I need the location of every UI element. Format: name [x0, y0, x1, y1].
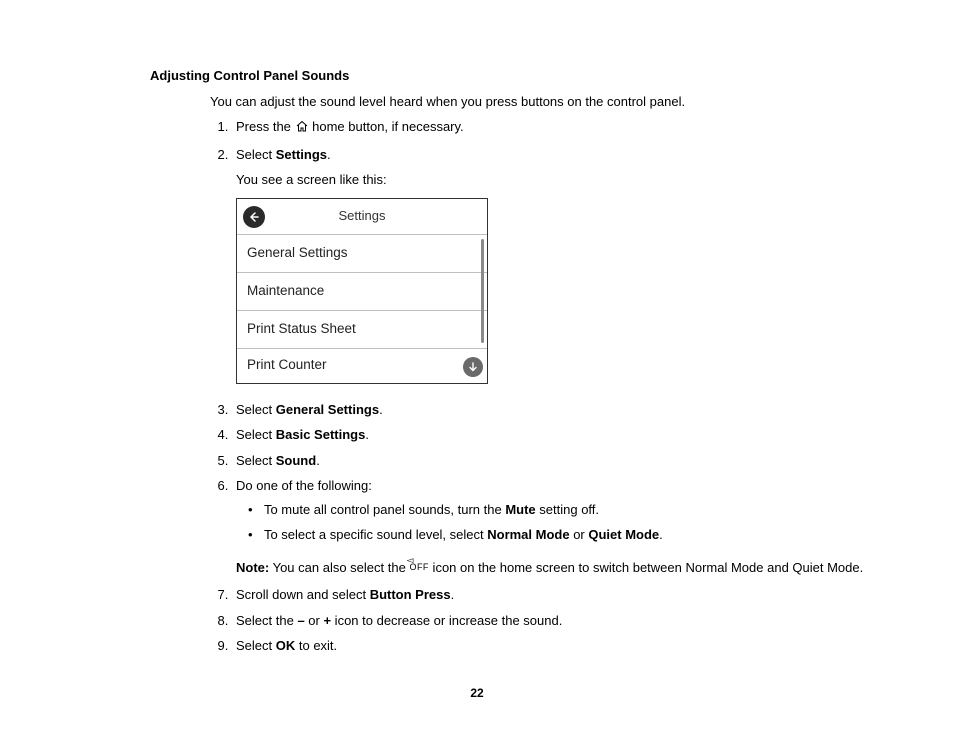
- step-7-text-b: .: [451, 587, 455, 602]
- step-7-bold: Button Press: [370, 587, 451, 602]
- content-block: You can adjust the sound level heard whe…: [150, 92, 874, 656]
- step-6: Do one of the following: To mute all con…: [232, 476, 874, 577]
- step-2: Select Settings. You see a screen like t…: [232, 145, 874, 384]
- scroll-down-icon: [463, 357, 483, 377]
- intro-text: You can adjust the sound level heard whe…: [210, 92, 874, 112]
- step-1: Press the home button, if necessary.: [232, 117, 874, 139]
- step-9-bold: OK: [276, 638, 296, 653]
- screen-title: Settings: [339, 206, 386, 226]
- home-icon: [295, 119, 309, 139]
- steps-list: Press the home button, if necessary. Sel…: [210, 117, 874, 656]
- step-1-text-a: Press the: [236, 119, 295, 134]
- note-block: Note: You can also select the ◅OFF icon …: [236, 559, 874, 578]
- bullet-mute: To mute all control panel sounds, turn t…: [248, 500, 874, 520]
- step-4-bold: Basic Settings: [276, 427, 366, 442]
- step-7: Scroll down and select Button Press.: [232, 585, 874, 605]
- step-6-text: Do one of the following:: [236, 478, 372, 493]
- step-4: Select Basic Settings.: [232, 425, 874, 445]
- step-5-text-b: .: [316, 453, 320, 468]
- step-8-text-b: icon to decrease or increase the sound.: [331, 613, 562, 628]
- quiet-mode-off-icon: ◅OFF: [409, 563, 429, 572]
- step-2-subtext: You see a screen like this:: [236, 170, 874, 190]
- step-9-text-a: Select: [236, 638, 276, 653]
- menu-item-print-status: Print Status Sheet: [237, 311, 487, 349]
- note-label: Note:: [236, 560, 269, 575]
- step-7-text-a: Scroll down and select: [236, 587, 370, 602]
- step-5-bold: Sound: [276, 453, 316, 468]
- step-8-text-a: Select the: [236, 613, 297, 628]
- step-5: Select Sound.: [232, 451, 874, 471]
- manual-page: Adjusting Control Panel Sounds You can a…: [0, 0, 954, 682]
- step-2-text-a: Select: [236, 147, 276, 162]
- note-text-b: icon on the home screen to switch betwee…: [429, 560, 863, 575]
- page-number: 22: [0, 684, 954, 702]
- step-9-text-b: to exit.: [295, 638, 337, 653]
- menu-item-print-counter: Print Counter: [237, 349, 487, 383]
- section-title: Adjusting Control Panel Sounds: [150, 66, 874, 86]
- step-8: Select the – or + icon to decrease or in…: [232, 611, 874, 631]
- note-text-a: You can also select the: [269, 560, 409, 575]
- step-1-text-b: home button, if necessary.: [309, 119, 464, 134]
- step-3-bold: General Settings: [276, 402, 379, 417]
- back-arrow-icon: [243, 206, 265, 228]
- step-2-text-b: .: [327, 147, 331, 162]
- step-4-text-a: Select: [236, 427, 276, 442]
- step-5-text-a: Select: [236, 453, 276, 468]
- step-3-text-b: .: [379, 402, 383, 417]
- step-2-bold: Settings: [276, 147, 327, 162]
- step-4-text-b: .: [365, 427, 369, 442]
- step-3-text-a: Select: [236, 402, 276, 417]
- menu-item-general-settings: General Settings: [237, 235, 487, 273]
- step-3: Select General Settings.: [232, 400, 874, 420]
- step-9: Select OK to exit.: [232, 636, 874, 656]
- screen-header: Settings: [237, 199, 487, 235]
- bullet-mode: To select a specific sound level, select…: [248, 525, 874, 545]
- menu-item-maintenance: Maintenance: [237, 273, 487, 311]
- step-6-bullets: To mute all control panel sounds, turn t…: [236, 500, 874, 545]
- scrollbar-track: [481, 239, 484, 343]
- settings-screenshot: Settings General Settings Maintenance Pr…: [236, 198, 488, 384]
